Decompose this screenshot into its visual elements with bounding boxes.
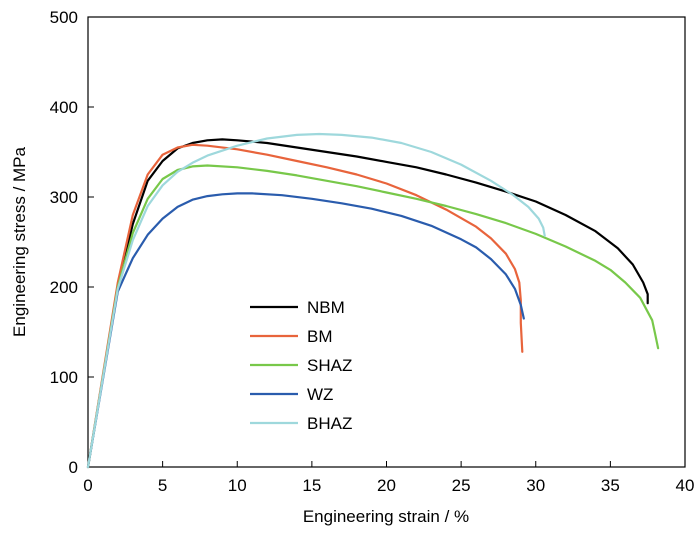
series-lines (86, 132, 660, 469)
legend-label-bm: BM (307, 327, 333, 346)
series-line-bhaz (86, 132, 546, 469)
y-tick-label: 200 (50, 278, 78, 297)
x-axis-title: Engineering strain / % (303, 507, 469, 526)
legend-label-nbm: NBM (307, 298, 345, 317)
x-tick-label: 0 (83, 476, 92, 495)
legend-label-shaz: SHAZ (307, 356, 352, 375)
legend-label-wz: WZ (307, 385, 333, 404)
series-line-shaz (86, 164, 660, 469)
x-tick-label: 25 (452, 476, 471, 495)
x-tick-label: 10 (228, 476, 247, 495)
y-tick-label: 300 (50, 188, 78, 207)
legend: NBM BM SHAZ WZ BHAZ (250, 298, 352, 433)
y-axis-title: Engineering stress / MPa (10, 146, 29, 336)
x-tick-label: 35 (601, 476, 620, 495)
y-tick-label: 100 (50, 368, 78, 387)
y-tick-label: 500 (50, 8, 78, 27)
plot-frame (87, 16, 686, 468)
series-line-nbm (86, 138, 649, 469)
legend-label-bhaz: BHAZ (307, 414, 352, 433)
series-line-wz (86, 192, 525, 469)
x-tick-label: 30 (526, 476, 545, 495)
x-tick-label: 20 (377, 476, 396, 495)
x-tick-label: 5 (158, 476, 167, 495)
series-line-bm (86, 143, 524, 469)
y-tick-label: 0 (69, 458, 78, 477)
y-tick-label: 400 (50, 98, 78, 117)
x-tick-label: 40 (676, 476, 695, 495)
x-tick-label: 15 (302, 476, 321, 495)
